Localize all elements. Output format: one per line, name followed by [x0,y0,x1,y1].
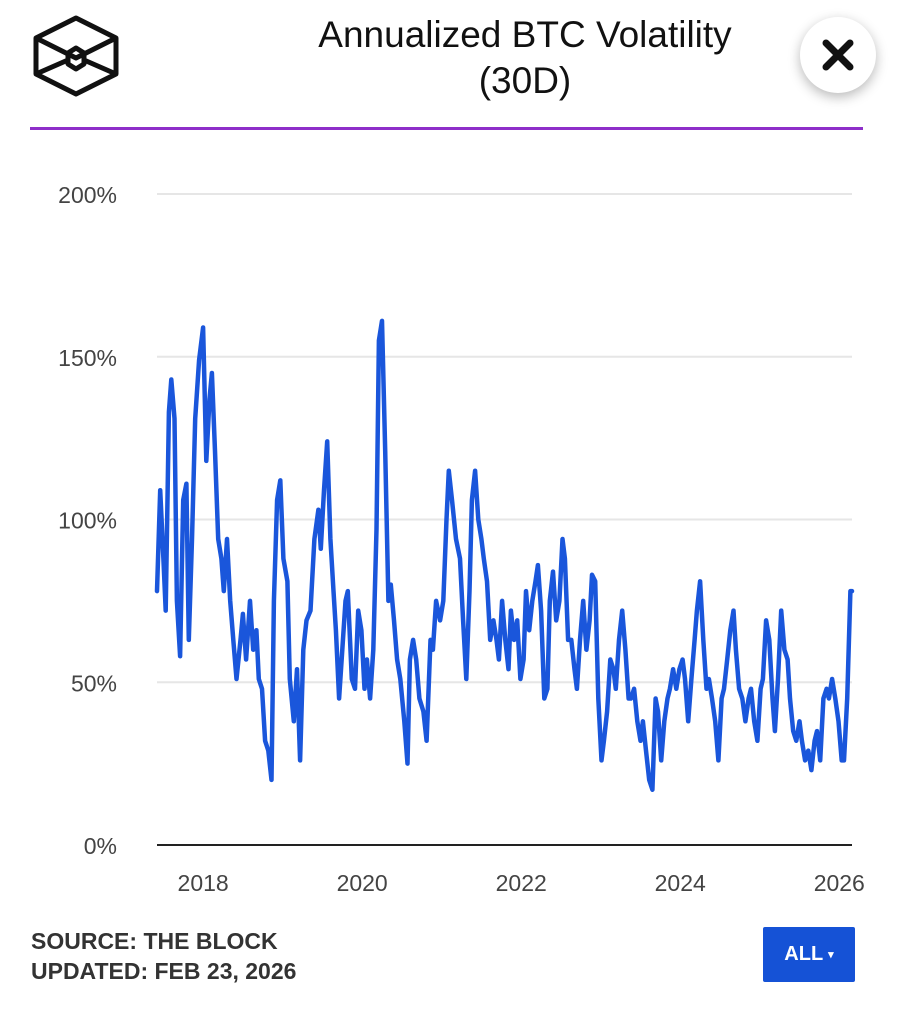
caret-down-icon: ▾ [828,949,834,961]
x-tick-label: 2026 [814,870,865,896]
y-tick-label: 50% [71,670,117,696]
y-tick-label: 100% [58,508,117,534]
chart-title-line2: (30D) [478,60,572,101]
y-tick-label: 0% [84,833,117,859]
x-tick-label: 2024 [655,870,706,896]
close-button[interactable] [800,17,876,93]
range-select-button[interactable]: ALL ▾ [763,927,855,982]
header-divider [30,127,863,130]
the-block-logo [33,15,119,97]
x-tick-label: 2020 [337,870,388,896]
volatility-chart: 0% 50% 100% 150% 200% 2018 2020 2022 2024 2026 [58,182,865,896]
chart-title: Annualized BTC Volatility (30D) [250,12,800,104]
y-tick-label: 200% [58,182,117,208]
updated-label: UPDATED: FEB 23, 2026 [31,958,297,984]
range-button-label: ALL [784,943,824,965]
x-tick-label: 2018 [178,870,229,896]
chart-title-line1: Annualized BTC Volatility [318,14,732,55]
close-icon [822,39,854,71]
volatility-series-line [154,318,855,792]
chart-footer: SOURCE: THE BLOCK UPDATED: FEB 23, 2026 [31,926,296,986]
source-label: SOURCE: THE BLOCK [31,928,278,954]
x-tick-label: 2022 [496,870,547,896]
y-tick-label: 150% [58,345,117,371]
